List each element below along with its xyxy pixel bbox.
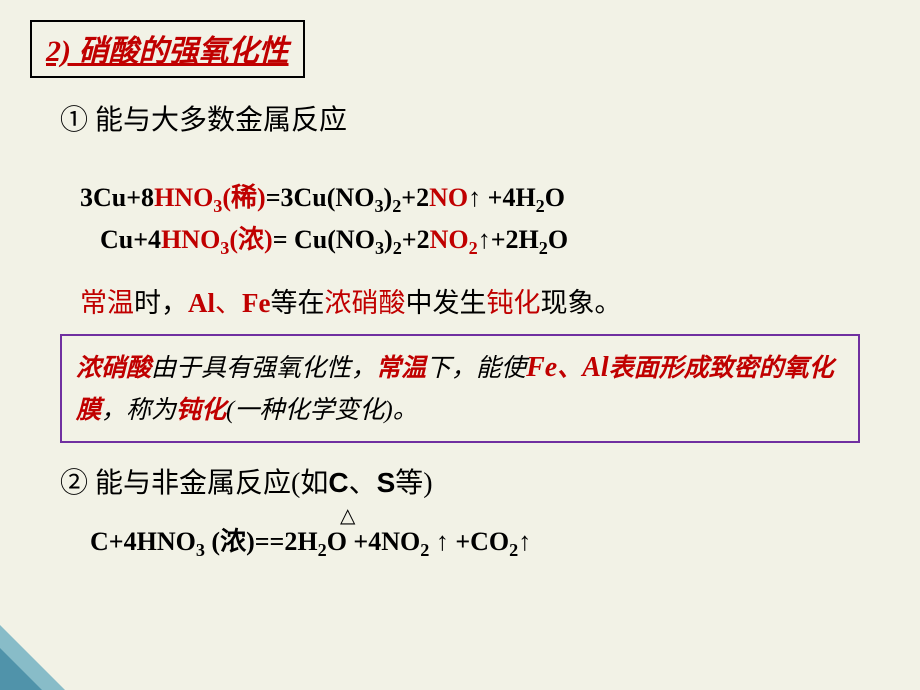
title-box: 2) 硝酸的强氧化性 (30, 20, 305, 78)
equation-2: Cu+4HNO3(浓)= Cu(NO3)2+2NO2↑+2H2O (100, 220, 890, 262)
note-seg: 中发生 (405, 288, 486, 318)
note-seg: 钝化 (486, 288, 540, 318)
box-seg: 常温 (376, 355, 426, 382)
equation-3: C+4HNO3 (浓)==2H2O +4NO2 ↑ +CO2↑ (90, 521, 890, 561)
eq1-seg: ↑ +4H (468, 183, 536, 212)
eq2-sub: 2 (393, 239, 402, 259)
note-seg: 现象。 (540, 288, 621, 318)
note-seg: 浓硝酸 (324, 288, 405, 318)
point1-number: ① (60, 105, 88, 136)
equation-1: 3Cu+8HNO3(稀)=3Cu(NO3)2+2NO↑ +4H2O (80, 178, 890, 220)
note-seg: Al (188, 288, 215, 318)
eq3-sub: 3 (196, 540, 205, 560)
eq2-seg: = Cu(NO (273, 225, 375, 254)
box-seg: Fe (526, 352, 557, 383)
eq3-seg: (浓)==2H (205, 527, 318, 556)
heat-triangle-icon: △ (340, 503, 355, 528)
box-seg: 下，能使 (426, 355, 526, 382)
eq3-seg: ↑ +CO (429, 527, 509, 556)
point-2: ② 能与非金属反应(如C、S等) (60, 461, 890, 501)
point-1: ① 能与大多数金属反应 (60, 98, 890, 138)
equation-3-wrap: △ C+4HNO3 (浓)==2H2O +4NO2 ↑ +CO2↑ (90, 521, 890, 561)
point2-s: S (377, 467, 396, 498)
eq3-sub: 2 (509, 540, 518, 560)
box-seg: 由于具有强氧化性， (151, 355, 376, 382)
eq3-seg: C+4HNO (90, 527, 196, 556)
point2-c: C (328, 467, 348, 498)
box-seg: 钝化 (176, 397, 226, 424)
point1-text: 能与大多数金属反应 (88, 105, 347, 136)
eq2-seg: (浓) (229, 225, 272, 254)
eq1-sub: 2 (536, 196, 545, 216)
note-seg: 等在 (270, 288, 324, 318)
point2-sep: 、 (349, 468, 377, 499)
slide-container: 2) 硝酸的强氧化性 ① 能与大多数金属反应 3Cu+8HNO 3 (稀)=3Cu(… (0, 0, 920, 690)
eq1-seg: ) (384, 183, 393, 212)
eq2-seg: O (548, 225, 568, 254)
eq1-seg: 3Cu+8 (80, 183, 154, 212)
eq1-seg: O (545, 183, 565, 212)
eq2-seg: ↑+2H (478, 225, 539, 254)
eq2-sub: 3 (375, 239, 384, 259)
note-passivation: 常温时，Al、Fe等在浓硝酸中发生钝化现象。 (80, 281, 890, 320)
eq3-sub: 2 (420, 540, 429, 560)
note-seg: 、 (215, 288, 242, 318)
eq1-seg: =3Cu(NO (266, 183, 375, 212)
eq1-sub: 3 (374, 196, 383, 216)
corner-decoration-inner-icon (0, 648, 42, 690)
box-seg: Al (582, 352, 608, 383)
point2-number: ② (60, 468, 88, 499)
point2-text: 能与非金属反应(如 (88, 468, 328, 499)
box-seg: (一种化学变化)。 (226, 397, 418, 424)
eq3-sub: 2 (318, 540, 327, 560)
eq1-seg: +2 (401, 183, 429, 212)
eq1-seg: (稀) (222, 183, 265, 212)
eq2-seg: HNO (161, 225, 220, 254)
note-seg: Fe (242, 288, 270, 318)
eq1-seg: HNO (154, 183, 213, 212)
point2-text: 等) (395, 468, 432, 499)
box-seg: ，称为 (101, 397, 176, 424)
eq2-seg: NO (430, 225, 469, 254)
box-seg: 、 (557, 355, 582, 382)
eq3-seg: O +4NO (327, 527, 421, 556)
eq2-seg: Cu+4 (100, 225, 161, 254)
note-seg: 时， (134, 288, 188, 318)
eq3-seg: ↑ (518, 527, 531, 556)
eq1-seg: NO (429, 183, 468, 212)
highlight-box: 浓硝酸由于具有强氧化性，常温下，能使Fe、Al表面形成致密的氧化膜，称为钝化(一… (60, 334, 860, 443)
box-seg: 浓硝酸 (76, 355, 151, 382)
eq1-sub: 2 (392, 196, 401, 216)
slide-title: 2) 硝酸的强氧化性 (46, 35, 289, 68)
note-seg: 常温 (80, 288, 134, 318)
eq2-seg: +2 (402, 225, 430, 254)
eq2-sub: 2 (469, 239, 478, 259)
eq2-seg: ) (384, 225, 393, 254)
eq2-sub: 2 (539, 239, 548, 259)
